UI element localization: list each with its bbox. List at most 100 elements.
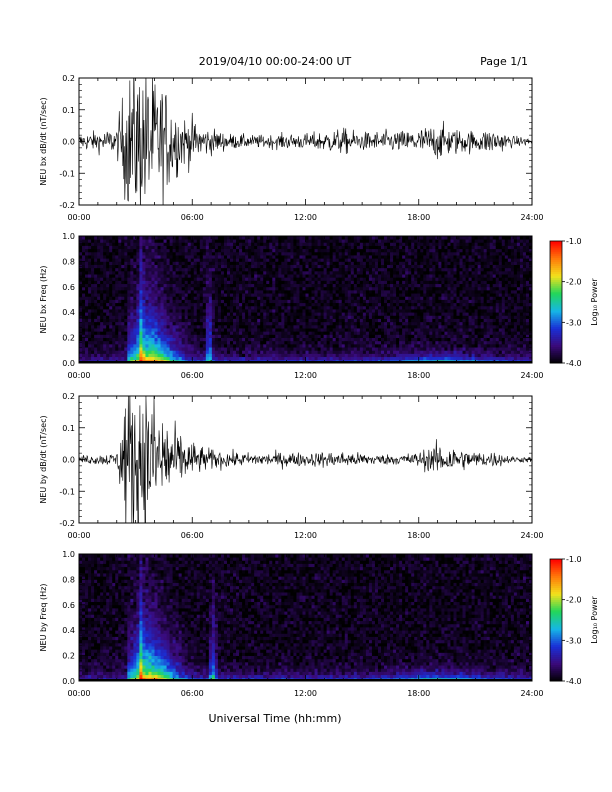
- heatmap-cell: [371, 337, 376, 342]
- heatmap-cell: [245, 293, 249, 297]
- heatmap-cell: [109, 270, 113, 275]
- heatmap-cell: [408, 343, 412, 348]
- heatmap-cell: [275, 324, 279, 329]
- heatmap-cell: [278, 280, 282, 285]
- heatmap-cell: [317, 328, 321, 332]
- heatmap-cell: [233, 337, 237, 342]
- heatmap-cell: [368, 270, 373, 275]
- heatmap-cell: [196, 328, 201, 332]
- heatmap-cell: [175, 283, 180, 288]
- heatmap-cell: [175, 274, 180, 278]
- heatmap-cell: [441, 267, 445, 272]
- heatmap-cell: [426, 312, 430, 316]
- heatmap-cell: [160, 289, 164, 294]
- heatmap-cell: [438, 356, 442, 361]
- heatmap-cell: [211, 280, 216, 285]
- heatmap-cell: [329, 353, 334, 358]
- heatmap-cell: [438, 245, 442, 250]
- heatmap-cell: [211, 343, 216, 348]
- heatmap-cell: [347, 331, 352, 335]
- heatmap-cell: [335, 305, 340, 310]
- heatmap-cell: [160, 270, 164, 275]
- heatmap-cell: [374, 261, 379, 265]
- heatmap-cell: [393, 289, 397, 294]
- heatmap-cell: [420, 347, 424, 351]
- heatmap-cell: [79, 236, 83, 240]
- heatmap-cell: [326, 315, 331, 319]
- heatmap-cell: [377, 324, 382, 329]
- heatmap-cell: [148, 356, 152, 361]
- heatmap-cell: [269, 343, 273, 348]
- heatmap-cell: [121, 347, 125, 351]
- heatmap-cell: [115, 343, 119, 348]
- heatmap-cell: [121, 248, 125, 253]
- heatmap-cell: [139, 334, 143, 338]
- heatmap-cell: [287, 324, 291, 329]
- heatmap-cell: [91, 312, 95, 316]
- heatmap-cell: [196, 251, 201, 256]
- heatmap-cell: [353, 309, 358, 313]
- heatmap-cell: [311, 251, 315, 256]
- heatmap-cell: [190, 289, 195, 294]
- heatmap-cell: [118, 321, 122, 326]
- heatmap-cell: [127, 337, 131, 342]
- heatmap-cell: [91, 289, 95, 294]
- heatmap-cell: [79, 296, 83, 300]
- heatmap-cell: [420, 312, 424, 316]
- heatmap-cell: [154, 309, 158, 313]
- heatmap-cell: [208, 251, 213, 256]
- heatmap-cell: [257, 289, 261, 294]
- heatmap-cell: [341, 280, 346, 285]
- heatmap-cell: [390, 270, 394, 275]
- heatmap-cell: [97, 334, 101, 338]
- heatmap-cell: [332, 328, 337, 332]
- heatmap-cell: [133, 251, 137, 256]
- heatmap-cell: [432, 293, 436, 297]
- heatmap-cell: [314, 296, 318, 300]
- heatmap-cell: [314, 261, 318, 265]
- heatmap-cell: [423, 350, 427, 354]
- heatmap-cell: [106, 318, 110, 323]
- heatmap-cell: [242, 353, 246, 358]
- heatmap-cell: [320, 299, 325, 304]
- heatmap-cell: [130, 331, 134, 335]
- heatmap-cell: [130, 328, 134, 332]
- heatmap-cell: [169, 258, 174, 262]
- heatmap-cell: [233, 318, 237, 323]
- heatmap-cell: [432, 264, 436, 269]
- heatmap-cell: [109, 245, 113, 250]
- heatmap-cell: [106, 242, 110, 246]
- heatmap-cell: [381, 251, 385, 256]
- heatmap-cell: [429, 274, 433, 278]
- heatmap-cell: [393, 318, 397, 323]
- heatmap-cell: [387, 251, 391, 256]
- heatmap-cell: [293, 331, 297, 335]
- heatmap-cell: [94, 270, 98, 275]
- heatmap-cell: [169, 343, 174, 348]
- heatmap-cell: [393, 337, 397, 342]
- heatmap-cell: [353, 340, 358, 345]
- heatmap-cell: [272, 248, 276, 253]
- heatmap-cell: [178, 350, 183, 354]
- heatmap-cell: [371, 315, 376, 319]
- heatmap-cell: [106, 340, 110, 345]
- heatmap-cell: [196, 248, 201, 253]
- heatmap-cell: [184, 267, 189, 272]
- heatmap-cell: [417, 286, 421, 291]
- heatmap-cell: [377, 270, 382, 275]
- heatmap-cell: [323, 248, 328, 253]
- heatmap-cell: [91, 356, 95, 361]
- heatmap-cell: [109, 239, 113, 243]
- heatmap-cell: [290, 299, 294, 304]
- heatmap-cell: [290, 236, 294, 240]
- heatmap-cell: [402, 328, 406, 332]
- heatmap-cell: [127, 340, 131, 345]
- heatmap-cell: [223, 321, 228, 326]
- heatmap-cell: [311, 318, 315, 323]
- heatmap-cell: [377, 321, 382, 326]
- heatmap-cell: [384, 277, 388, 281]
- heatmap-cell: [94, 343, 98, 348]
- heatmap-cell: [115, 283, 119, 288]
- heatmap-cell: [284, 286, 288, 291]
- heatmap-cell: [145, 318, 149, 323]
